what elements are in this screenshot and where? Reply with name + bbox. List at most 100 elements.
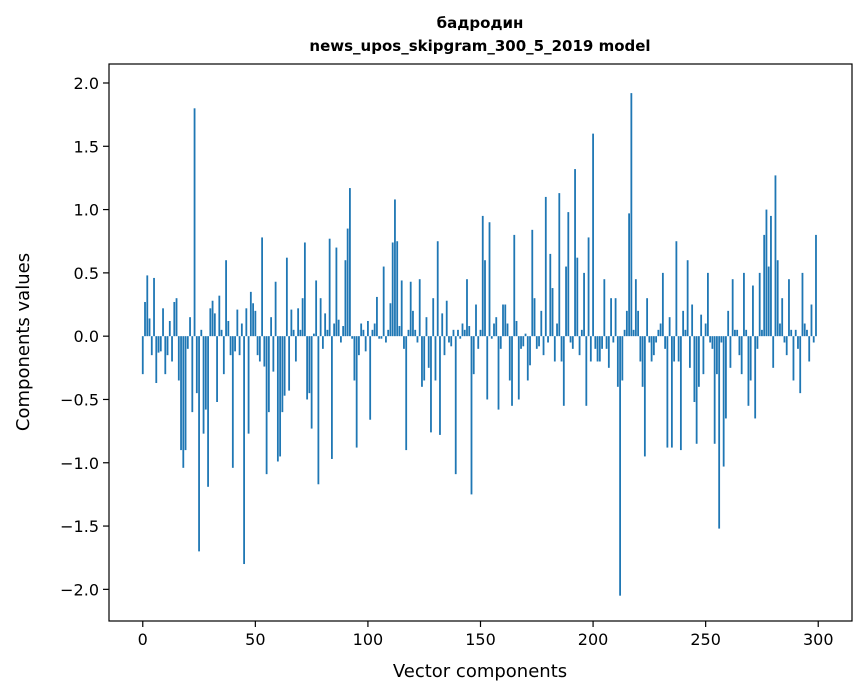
bar-component-267 (743, 272, 745, 337)
bar-component-92 (349, 188, 351, 337)
bar-component-111 (391, 242, 394, 337)
bar-component-142 (461, 323, 464, 337)
bar-component-263 (734, 329, 736, 337)
bar-component-89 (342, 326, 345, 337)
bar-component-115 (400, 280, 403, 337)
bar-component-205 (603, 279, 606, 337)
bar-component-183 (553, 336, 556, 362)
bar-component-43 (238, 336, 241, 356)
bar-component-103 (373, 323, 376, 337)
y-axis: −2.0 −1.5 −1.0 −0.5 0.0 0.5 1.0 1.5 2.0 (60, 74, 109, 599)
bar-component-122 (416, 336, 419, 343)
y-tick-label: 2.0 (74, 74, 99, 93)
bar-component-175 (535, 336, 538, 349)
bar-component-28 (204, 336, 207, 410)
bar-component-201 (594, 336, 597, 349)
bar-component-94 (353, 336, 356, 381)
bar-component-10 (164, 336, 167, 375)
bar-component-148 (475, 304, 477, 337)
bar-component-160 (502, 304, 504, 337)
bar-component-225 (648, 336, 651, 343)
bar-component-38 (227, 320, 230, 337)
x-tick-label: 0 (138, 630, 148, 649)
bar-component-65 (288, 336, 291, 391)
bar-component-102 (371, 329, 374, 337)
bar-component-223 (643, 336, 646, 457)
bar-component-74 (308, 336, 311, 394)
bar-component-136 (448, 336, 450, 343)
bar-component-145 (468, 326, 471, 337)
bar-component-109 (387, 329, 390, 337)
bar-component-247 (698, 336, 700, 387)
bar-component-256 (718, 336, 721, 529)
x-tick-label: 50 (245, 630, 265, 649)
bar-component-197 (585, 336, 588, 406)
bar-component-203 (598, 336, 601, 362)
bar-component-233 (666, 336, 669, 448)
bar-component-73 (306, 336, 309, 400)
bar-component-37 (225, 260, 227, 337)
bar-component-87 (337, 319, 340, 337)
bar-component-208 (610, 298, 612, 337)
bar-component-164 (511, 336, 513, 406)
bar-component-132 (439, 336, 441, 435)
bar-component-193 (576, 257, 579, 337)
bar-component-141 (459, 336, 462, 339)
bar-component-215 (625, 310, 628, 337)
bar-component-104 (376, 296, 378, 337)
bar-component-14 (173, 301, 176, 337)
bar-component-121 (414, 329, 417, 337)
bar-component-84 (331, 336, 333, 459)
bar-component-242 (686, 260, 689, 337)
bar-component-24 (195, 336, 198, 394)
bar-component-72 (303, 242, 306, 337)
bar-component-3 (148, 318, 151, 337)
bar-component-280 (772, 336, 775, 368)
bar-component-211 (616, 336, 619, 387)
bar-component-5 (153, 277, 155, 337)
bar-component-293 (801, 272, 804, 337)
x-axis-label: Vector components (393, 661, 567, 682)
bar-component-202 (596, 336, 599, 362)
bar-component-262 (731, 279, 734, 337)
bar-component-134 (443, 336, 446, 356)
bar-component-186 (560, 336, 563, 362)
bar-component-44 (240, 323, 243, 337)
bar-component-232 (664, 336, 667, 349)
bar-component-85 (333, 323, 336, 337)
y-tick-label: −0.5 (60, 390, 99, 409)
bar-component-147 (472, 336, 475, 375)
bar-component-297 (810, 304, 813, 337)
bar-component-105 (378, 336, 381, 339)
bar-component-176 (538, 336, 540, 347)
bar-component-195 (580, 329, 583, 337)
bar-component-230 (659, 323, 662, 337)
bar-component-71 (301, 298, 304, 337)
bar-component-66 (290, 309, 293, 337)
bar-component-150 (479, 329, 482, 337)
bar-component-281 (774, 175, 777, 337)
bar-component-240 (682, 310, 685, 337)
bar-component-119 (409, 281, 412, 337)
bar-component-282 (776, 260, 779, 337)
bar-component-133 (441, 313, 444, 337)
bar-component-151 (481, 215, 484, 337)
bar-component-77 (315, 280, 318, 337)
bar-component-125 (423, 336, 426, 381)
bar-component-69 (297, 308, 300, 337)
chart-title: бадродин (437, 14, 524, 32)
bar-component-126 (425, 317, 428, 337)
bar-component-42 (236, 309, 239, 337)
bar-component-1 (144, 301, 146, 337)
bar-component-296 (808, 336, 811, 362)
bar-component-116 (403, 336, 405, 349)
y-axis-label: Components values (13, 253, 34, 431)
bar-component-251 (707, 272, 709, 337)
bar-component-64 (285, 257, 288, 337)
bar-component-143 (463, 329, 466, 337)
bar-component-31 (211, 300, 214, 337)
bar-component-91 (346, 228, 349, 337)
bar-component-236 (673, 336, 676, 362)
y-tick-label: 1.5 (74, 137, 99, 156)
x-axis: 0 50 100 150 200 250 300 (138, 621, 834, 649)
